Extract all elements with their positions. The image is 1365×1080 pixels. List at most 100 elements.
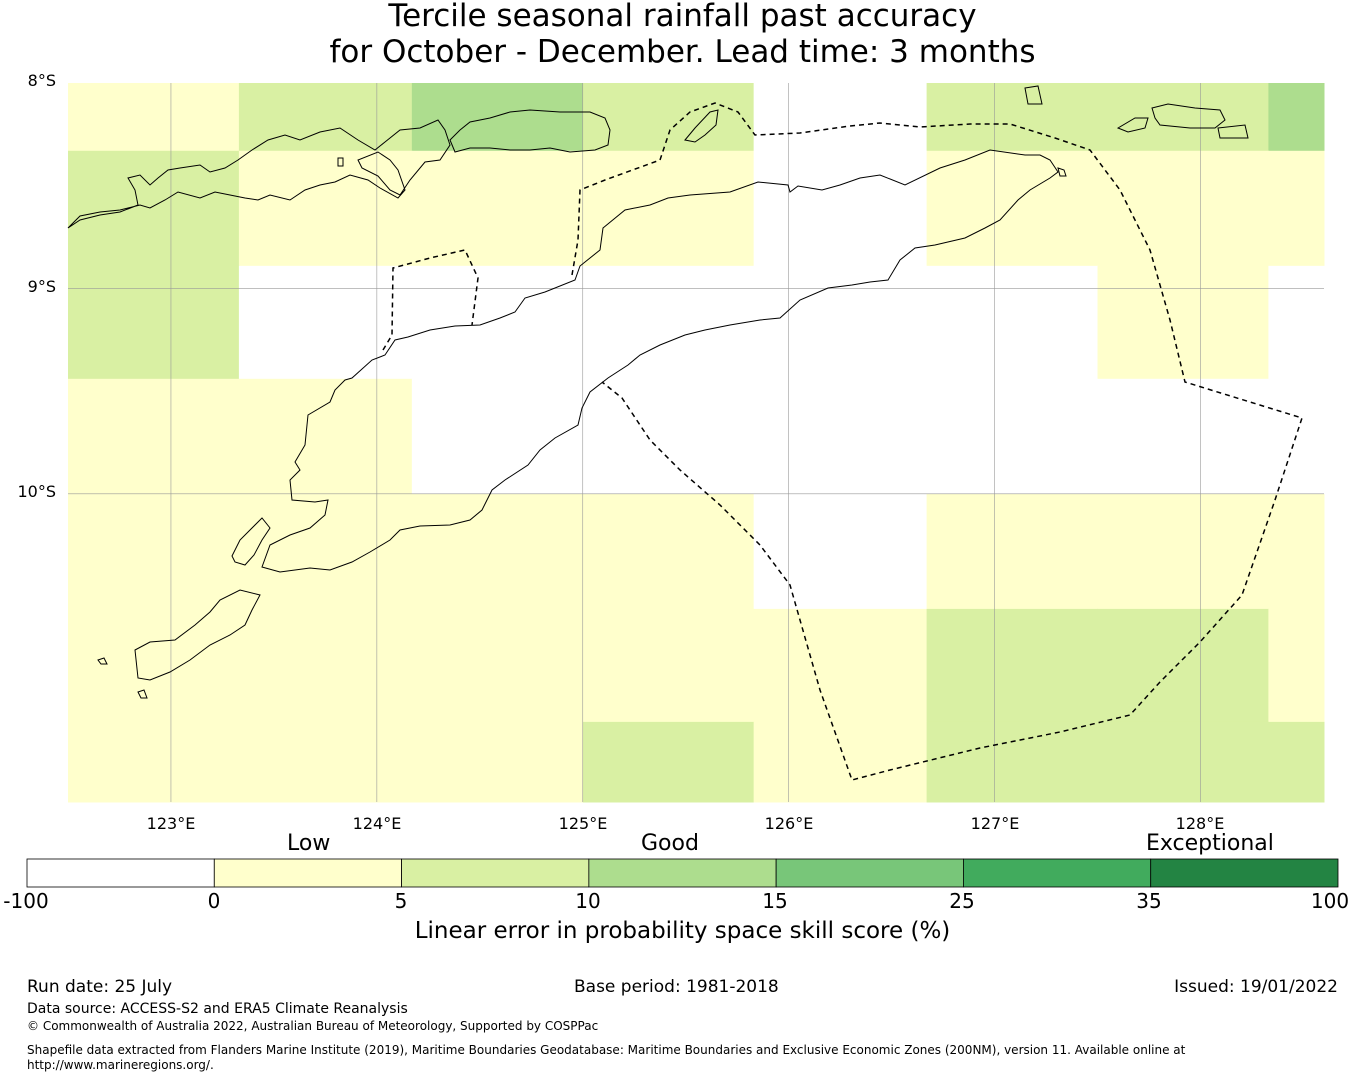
colorbar-segment-2	[401, 858, 590, 888]
coastline-lakor	[1217, 124, 1249, 139]
colorbar-tick-35: 35	[1136, 889, 1162, 913]
run-date: Run date: 25 July	[27, 977, 173, 997]
grid-cell-r2-c2	[411, 265, 584, 380]
colorbar-tick-0: 0	[207, 889, 221, 913]
grid-cell-r3-c5	[926, 378, 1099, 495]
grid-cell-r4-c3	[582, 493, 755, 610]
lon-label-127e: 127°E	[970, 814, 1020, 833]
grid-cell-r0-c0	[68, 83, 240, 152]
grid-cell-r0-c3	[582, 83, 755, 152]
grid-cell-r2-c5	[926, 265, 1099, 380]
grid-cell-r3-c6	[1097, 378, 1269, 495]
grid-cell-r3-c3	[582, 378, 755, 495]
eez-boundaries	[382, 102, 1303, 781]
grid-cell-r4-c0	[68, 493, 240, 610]
coastline-sawu	[134, 589, 261, 681]
lon-label-124e: 124°E	[352, 814, 402, 833]
coastlines	[67, 85, 1249, 699]
grid-cell-r2-c6	[1097, 265, 1269, 380]
grid-cell-r1-c6	[1097, 150, 1269, 267]
category-label-good: Good	[641, 831, 699, 856]
category-label-low: Low	[287, 831, 331, 856]
grid-cell-r5-c1	[238, 608, 413, 723]
colorbar-segment-5	[963, 858, 1152, 888]
grid-cell-r1-c4	[753, 150, 928, 267]
grid-cell-r6-c2	[411, 721, 584, 803]
colorbar	[26, 858, 1339, 888]
lon-label-123e: 123°E	[146, 814, 196, 833]
coastline-moa	[1151, 103, 1226, 129]
lon-label-125e: 125°E	[558, 814, 608, 833]
lat-label-8s: 8°S	[27, 71, 56, 90]
colorbar-segment-4	[775, 858, 964, 888]
colorbar-tick-10: 10	[575, 889, 601, 913]
grid-cell-r5-c3	[582, 608, 755, 723]
grid-cell-r4-c2	[411, 493, 584, 610]
grid-cell-r1-c5	[926, 150, 1099, 267]
grid-cell-r2-c7	[1268, 265, 1325, 380]
grid-cell-r0-c7	[1268, 83, 1325, 152]
grid-cell-r1-c2	[411, 150, 584, 267]
base-period: Base period: 1981-2018	[574, 977, 779, 997]
grid-cell-r3-c4	[753, 378, 928, 495]
coastline-atauro	[684, 109, 719, 143]
coastline-timor	[261, 149, 1059, 573]
coastline-islet-d	[1057, 167, 1067, 177]
colorbar-tick-25: 25	[949, 889, 975, 913]
grid-cell-r0-c5	[926, 83, 1099, 152]
grid-cell-r4-c6	[1097, 493, 1269, 610]
grid-cell-r6-c6	[1097, 721, 1269, 803]
grid-cell-r0-c4	[753, 83, 928, 152]
coastline-islet-a	[97, 657, 108, 665]
colorbar-segment-6	[1150, 858, 1339, 888]
coastline-flores-alor	[67, 119, 451, 229]
grid-cell-r2-c3	[582, 265, 755, 380]
grid-cell-r5-c4	[753, 608, 928, 723]
coastline-islet-c	[337, 157, 344, 167]
grid-cell-r3-c0	[68, 378, 240, 495]
grid-cell-r5-c7	[1268, 608, 1325, 723]
eez-boundary-east-timor	[571, 102, 1303, 781]
grid-cell-r2-c0	[68, 265, 240, 380]
lon-label-126e: 126°E	[764, 814, 814, 833]
shapefile-credit-line2: http://www.marineregions.org/.	[27, 1058, 214, 1072]
map-title-line1: Tercile seasonal rainfall past accuracy	[388, 0, 977, 34]
skill-grid	[68, 83, 1325, 803]
colorbar-segment-0	[26, 858, 215, 888]
grid-cell-r5-c2	[411, 608, 584, 723]
coastline-leti	[1116, 117, 1149, 133]
grid-cell-r4-c5	[926, 493, 1099, 610]
coastline-islet-b	[137, 689, 148, 699]
eez-boundary-oecusse	[382, 249, 479, 351]
grid-cell-r6-c3	[582, 721, 755, 803]
coastline-rote	[231, 517, 271, 566]
grid-cell-r1-c1	[238, 150, 413, 267]
map-title: Tercile seasonal rainfall past accuracy …	[0, 0, 1365, 70]
coastline-kisar	[1024, 85, 1043, 105]
map-title-line2: for October - December. Lead time: 3 mon…	[329, 34, 1036, 70]
grid-cell-r6-c1	[238, 721, 413, 803]
grid-cell-r1-c3	[582, 150, 755, 267]
data-source: Data source: ACCESS-S2 and ERA5 Climate …	[27, 1001, 408, 1017]
colorbar-tick-minus100: -100	[3, 889, 49, 913]
colorbar-title: Linear error in probability space skill …	[414, 918, 951, 944]
grid-cell-r3-c2	[411, 378, 584, 495]
grid-cell-r6-c7	[1268, 721, 1325, 803]
grid-cell-r3-c1	[238, 378, 413, 495]
colorbar-tick-15: 15	[762, 889, 788, 913]
coastline-wetar	[449, 109, 611, 153]
grid-cell-r2-c1	[238, 265, 413, 380]
grid-cell-r1-c7	[1268, 150, 1325, 267]
copyright: © Commonwealth of Australia 2022, Austra…	[27, 1019, 599, 1033]
lat-label-9s: 9°S	[27, 277, 56, 296]
grid-cell-r5-c6	[1097, 608, 1269, 723]
grid-cell-r6-c5	[926, 721, 1099, 803]
grid-cell-r6-c4	[753, 721, 928, 803]
lon-label-128e: 128°E	[1175, 814, 1225, 833]
shapefile-credit-line1: Shapefile data extracted from Flanders M…	[27, 1043, 1186, 1057]
grid-cell-r5-c5	[926, 608, 1099, 723]
issued-date: Issued: 19/01/2022	[1174, 977, 1338, 997]
colorbar-segment-3	[588, 858, 777, 888]
grid-cell-r4-c4	[753, 493, 928, 610]
